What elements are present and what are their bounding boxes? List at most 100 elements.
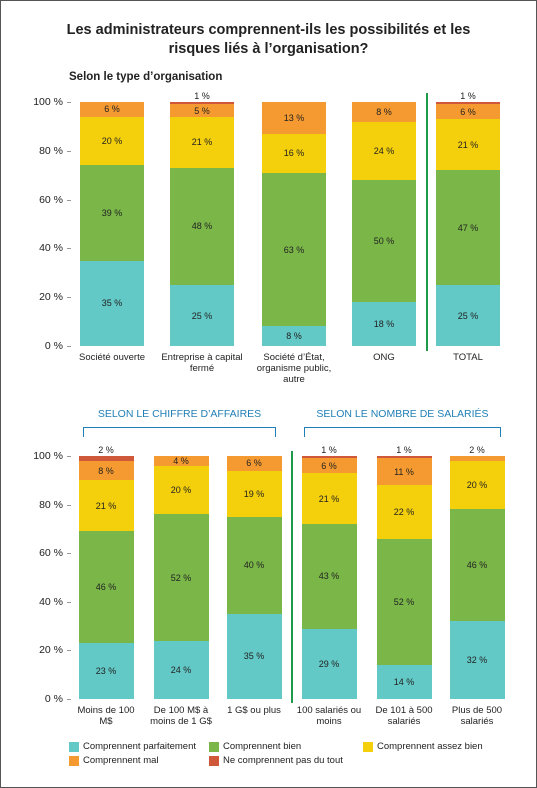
bar-segment bbox=[436, 104, 500, 120]
value-label: 2 % bbox=[98, 445, 114, 455]
bar-segment bbox=[153, 640, 209, 699]
y-tick-label: 20 % bbox=[39, 644, 63, 657]
value-label: 39 % bbox=[101, 208, 123, 219]
tick-mark bbox=[67, 150, 71, 152]
bar-segment bbox=[352, 180, 416, 303]
bar-segment bbox=[78, 643, 134, 699]
bar-segment bbox=[226, 516, 282, 614]
bar-segment bbox=[153, 514, 209, 641]
bar-segment bbox=[226, 470, 282, 517]
tick-mark bbox=[67, 553, 71, 555]
bar-segment bbox=[376, 538, 432, 665]
bar-segment bbox=[262, 133, 326, 173]
group-bracket bbox=[83, 427, 276, 437]
x-tick-label: Moins de 100 M$ bbox=[77, 705, 135, 727]
bar-segment bbox=[262, 172, 326, 327]
legend-entry: Comprennent assez bien bbox=[363, 741, 483, 752]
x-tick-label: 1 G$ ou plus bbox=[227, 705, 281, 716]
bar-segment bbox=[301, 524, 357, 629]
bar-segment bbox=[436, 285, 500, 346]
bar-segment bbox=[170, 167, 234, 285]
value-label: 25 % bbox=[457, 310, 479, 321]
value-label: 48 % bbox=[191, 221, 213, 232]
y-tick-label: 20 % bbox=[39, 291, 63, 304]
tick-mark bbox=[67, 199, 71, 201]
y-tick-label: 40 % bbox=[39, 242, 63, 255]
tick-mark bbox=[67, 456, 71, 457]
value-label: 21 % bbox=[318, 493, 340, 504]
value-label: 20 % bbox=[170, 485, 192, 496]
value-label: 14 % bbox=[393, 676, 415, 687]
bar-segment bbox=[301, 458, 357, 473]
value-label: 25 % bbox=[191, 310, 213, 321]
y-tick-label: 0 % bbox=[44, 340, 63, 352]
legend-entry: Comprennent mal bbox=[69, 755, 159, 766]
value-label: 50 % bbox=[373, 236, 395, 247]
bar-segment bbox=[449, 509, 505, 622]
value-label: 24 % bbox=[170, 664, 192, 675]
y-tick-label: 80 % bbox=[39, 144, 63, 157]
legend-label: Comprennent assez bien bbox=[377, 741, 483, 752]
value-label: 8 % bbox=[376, 106, 392, 117]
value-label: 32 % bbox=[466, 655, 488, 666]
bar-segment bbox=[153, 465, 209, 515]
value-label: 1 % bbox=[194, 91, 210, 101]
value-label: 1 % bbox=[460, 91, 476, 101]
value-label: 6 % bbox=[246, 458, 262, 469]
x-tick-label: De 100 M$ à moins de 1 G$ bbox=[150, 705, 212, 727]
bar-segment bbox=[376, 485, 432, 539]
legend-label: Comprennent parfaitement bbox=[83, 741, 197, 752]
tick-mark bbox=[67, 346, 71, 347]
bar-segment bbox=[376, 458, 432, 486]
y-tick-label: 100 % bbox=[33, 450, 63, 462]
value-label: 4 % bbox=[173, 455, 189, 466]
value-label: 2 % bbox=[469, 445, 485, 455]
y-tick-label: 100 % bbox=[33, 96, 63, 108]
value-label: 5 % bbox=[194, 105, 210, 116]
value-label: 47 % bbox=[457, 222, 479, 233]
bar-segment bbox=[352, 102, 416, 122]
bar-segment bbox=[301, 628, 357, 699]
bar-segment bbox=[436, 170, 500, 285]
legend-swatch bbox=[363, 741, 373, 752]
x-tick-label: Société ouverte bbox=[78, 352, 145, 363]
tick-mark bbox=[67, 248, 71, 250]
divider bbox=[426, 93, 428, 351]
legend-label: Comprennent bien bbox=[223, 741, 302, 752]
legend-entry: Ne comprennent pas du tout bbox=[209, 755, 343, 766]
value-label: 19 % bbox=[243, 488, 265, 499]
x-tick-label: Plus de 500 salariés bbox=[451, 705, 503, 727]
value-label: 35 % bbox=[101, 298, 123, 309]
value-label: 35 % bbox=[243, 651, 265, 662]
tick-mark bbox=[67, 699, 71, 700]
bar-segment bbox=[262, 326, 326, 346]
bar-segment bbox=[449, 460, 505, 510]
y-tick-label: 60 % bbox=[39, 547, 63, 560]
x-tick-label: TOTAL bbox=[453, 352, 483, 363]
x-tick-label: Entreprise à capital fermé bbox=[161, 352, 243, 374]
value-label: 40 % bbox=[243, 560, 265, 571]
bar-segment bbox=[301, 473, 357, 525]
bar-segment bbox=[226, 613, 282, 699]
bar-segment bbox=[352, 302, 416, 346]
y-tick-label: 40 % bbox=[39, 595, 63, 608]
value-label: 23 % bbox=[95, 666, 117, 677]
bar-segment bbox=[352, 121, 416, 181]
bar-segment bbox=[436, 102, 500, 105]
x-tick-label: ONG bbox=[373, 352, 395, 363]
bar-segment bbox=[78, 460, 134, 481]
bar-segment bbox=[449, 456, 505, 461]
value-label: 46 % bbox=[95, 582, 117, 593]
bar-segment bbox=[170, 104, 234, 117]
value-label: 43 % bbox=[318, 571, 340, 582]
value-label: 11 % bbox=[394, 466, 414, 477]
value-label: 6 % bbox=[321, 460, 337, 471]
bar-segment bbox=[170, 102, 234, 105]
legend-swatch bbox=[69, 755, 79, 766]
bar-segment bbox=[80, 116, 144, 166]
bar-segment bbox=[376, 664, 432, 699]
value-label: 52 % bbox=[393, 596, 415, 607]
bar-segment bbox=[170, 116, 234, 168]
legend-entry: Comprennent parfaitement bbox=[69, 741, 196, 752]
